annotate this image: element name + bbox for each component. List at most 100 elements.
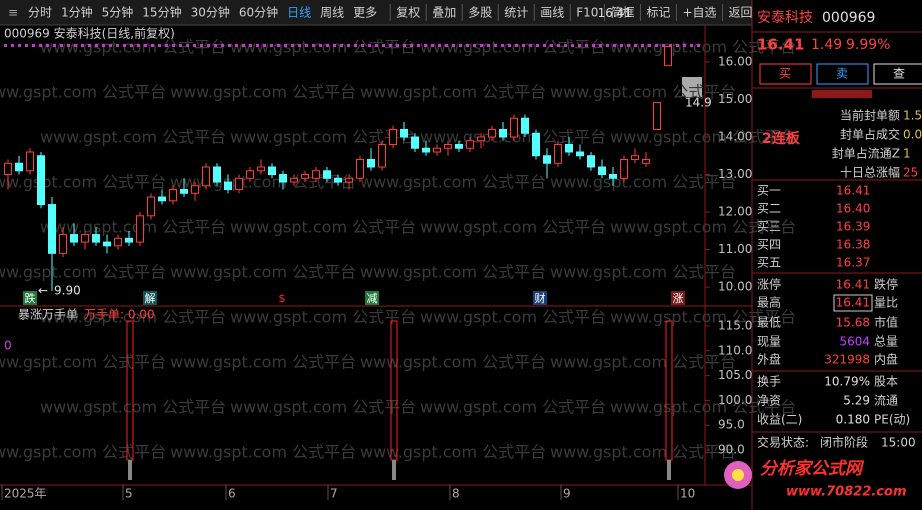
event-label: $ xyxy=(279,292,286,305)
candle-body xyxy=(312,170,320,179)
tool-button[interactable]: 画线 xyxy=(540,6,564,20)
period-tab[interactable]: 15分钟 xyxy=(142,5,181,20)
signal-dot xyxy=(578,44,581,47)
signal-dot xyxy=(508,44,511,47)
watermark: www.gspt.com 公式平台 xyxy=(610,308,796,327)
watermark: www.gspt.com 公式平台 xyxy=(550,263,736,282)
y-tick-label: 12.00 xyxy=(718,205,752,219)
book-price: 16.41 xyxy=(836,184,870,198)
annotation: 14.9 xyxy=(685,96,712,110)
signal-dot xyxy=(25,44,28,47)
signal-dot xyxy=(81,44,84,47)
signal-dot xyxy=(235,44,238,47)
candle-body xyxy=(323,170,331,179)
tool-button[interactable]: F10 xyxy=(576,6,598,20)
tool-button[interactable]: 标记 xyxy=(646,6,670,20)
candle-body xyxy=(378,143,386,168)
candle-body xyxy=(477,136,485,142)
candle-body xyxy=(488,128,496,138)
watermark: www.gspt.com 公式平台 xyxy=(420,38,606,57)
book-level: 买二 xyxy=(757,202,781,216)
watermark: www.gspt.com 公式平台 xyxy=(610,38,796,57)
collapse-bar xyxy=(812,90,872,98)
tool-button[interactable]: 复权 xyxy=(396,6,420,20)
candle-body xyxy=(257,166,265,172)
watermark: www.gspt.com 公式平台 xyxy=(550,443,736,462)
trade-button[interactable]: 查 xyxy=(893,67,905,81)
signal-dot xyxy=(186,44,189,47)
trade-button[interactable]: 买 xyxy=(779,67,791,81)
candle-body xyxy=(444,143,452,149)
period-tab[interactable]: 日线 xyxy=(287,6,311,20)
tool-button[interactable]: 多股 xyxy=(468,6,492,20)
candle-body xyxy=(158,196,166,202)
y-tick-label: 11.00 xyxy=(718,242,752,256)
signal-dot xyxy=(641,44,644,47)
signal-dot xyxy=(95,44,98,47)
seal-label: 封单占流通Z xyxy=(832,146,900,161)
stat-value: 321998 xyxy=(824,353,870,367)
stock-code: 000969 xyxy=(822,10,875,26)
signal-dot xyxy=(375,44,378,47)
event-label: 解 xyxy=(145,291,156,305)
signal-dot xyxy=(109,44,112,47)
watermark: www.gspt.com 公式平台 xyxy=(550,83,736,102)
signal-dot xyxy=(585,44,588,47)
y-tick-label: 95.0 xyxy=(718,418,745,432)
signal-dot xyxy=(214,44,217,47)
tool-button[interactable]: 统计 xyxy=(504,6,528,20)
signal-dot xyxy=(662,44,665,47)
signal-dot xyxy=(130,44,133,47)
period-tab[interactable]: 分时 xyxy=(28,6,52,20)
candle-body xyxy=(268,166,276,176)
tool-button[interactable]: 简框 xyxy=(610,6,634,20)
tool-button[interactable]: 叠加 xyxy=(432,6,456,20)
signal-dot xyxy=(599,44,602,47)
period-tab[interactable]: 周线 xyxy=(320,6,344,20)
stat-value: 16.41 xyxy=(836,296,870,310)
signal-dot xyxy=(193,44,196,47)
stat-label: 收益(二) xyxy=(757,413,802,427)
signal-dot xyxy=(459,44,462,47)
signal-dot xyxy=(361,44,364,47)
signal-dot xyxy=(207,44,210,47)
candle-body xyxy=(4,162,12,176)
watermark: www.gspt.com 公式平台 xyxy=(360,443,546,462)
stat-label: 外盘 xyxy=(757,352,781,367)
book-price: 16.40 xyxy=(836,202,870,216)
candle-body xyxy=(587,155,595,168)
stat-value: 0.180 xyxy=(836,413,870,427)
candle-body xyxy=(598,166,606,176)
stat-value: 15.68 xyxy=(836,316,870,330)
period-tab[interactable]: 30分钟 xyxy=(191,5,230,20)
signal-dot xyxy=(417,44,420,47)
price: 16.41 xyxy=(757,36,804,54)
candle-body xyxy=(543,155,551,164)
candle-body xyxy=(92,234,100,243)
watermark: www.gspt.com 公式平台 xyxy=(230,38,416,57)
watermark: www.gspt.com 公式平台 xyxy=(0,263,166,282)
button-frame[interactable] xyxy=(816,63,869,85)
signal-dot xyxy=(683,44,686,47)
candle-body xyxy=(59,234,67,254)
x-tick-label: 9 xyxy=(563,487,571,501)
y-tick-label: 105.0 xyxy=(718,368,752,382)
stat-value: 5.29 xyxy=(843,394,870,408)
signal-dot xyxy=(571,44,574,47)
signal-dot xyxy=(648,44,651,47)
button-frame[interactable] xyxy=(873,63,922,85)
tool-button[interactable]: 返回 xyxy=(729,6,753,20)
period-tab[interactable]: 5分钟 xyxy=(102,5,134,20)
signal-dot xyxy=(116,44,119,47)
tool-button[interactable]: +自选 xyxy=(682,6,716,20)
button-frame[interactable] xyxy=(759,63,812,85)
stat-label: PE(动) xyxy=(874,413,910,427)
trade-button[interactable]: 卖 xyxy=(836,67,848,81)
period-tab[interactable]: 1分钟 xyxy=(61,5,93,20)
candle-body xyxy=(631,155,639,160)
period-tab[interactable]: 60分钟 xyxy=(239,5,278,20)
period-tab[interactable]: 更多 xyxy=(353,6,377,20)
streak: 2连板 xyxy=(762,130,801,147)
watermark: www.gspt.com 公式平台 xyxy=(360,173,546,192)
signal-dot xyxy=(501,44,504,47)
